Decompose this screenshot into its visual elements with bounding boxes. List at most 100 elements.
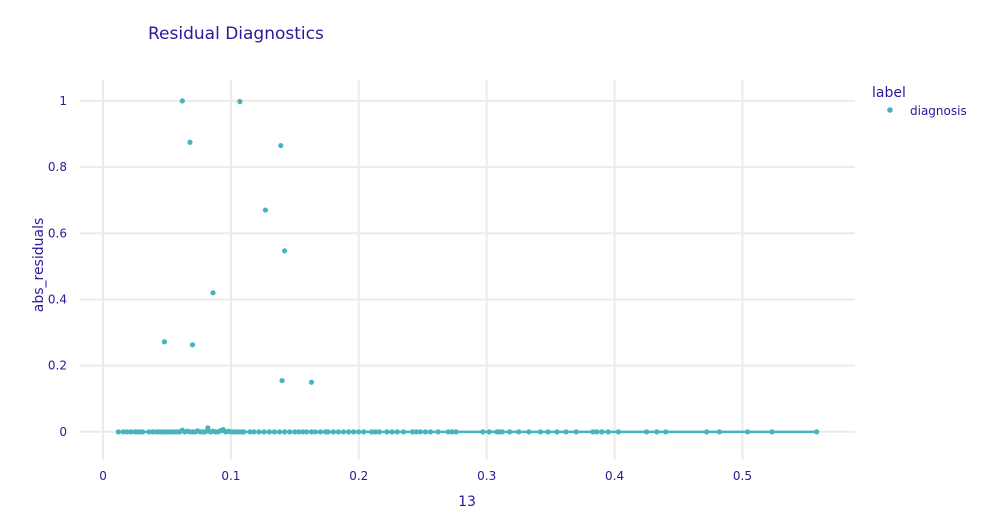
data-point[interactable] [146, 429, 152, 435]
legend-item-label: diagnosis [910, 104, 967, 118]
data-point[interactable] [417, 429, 423, 435]
data-point[interactable] [345, 429, 352, 435]
data-point[interactable] [312, 429, 318, 435]
data-point[interactable] [179, 98, 185, 104]
data-point[interactable] [115, 429, 121, 435]
x-tick-label: 0 [99, 469, 107, 483]
data-point[interactable] [189, 342, 196, 348]
data-point[interactable] [128, 429, 134, 435]
data-point[interactable] [261, 429, 267, 435]
data-point[interactable] [537, 429, 543, 435]
data-point[interactable] [325, 429, 331, 435]
data-point[interactable] [202, 429, 208, 435]
data-point[interactable] [237, 98, 243, 105]
data-point[interactable] [814, 429, 820, 435]
data-point[interactable] [409, 429, 416, 435]
data-point[interactable] [384, 429, 390, 435]
data-point[interactable] [287, 429, 293, 435]
data-point[interactable] [372, 429, 379, 435]
data-point[interactable] [140, 429, 146, 435]
y-tick-label: 0.2 [48, 359, 67, 373]
data-point[interactable] [480, 429, 486, 435]
data-point[interactable] [427, 429, 434, 435]
data-point[interactable] [276, 429, 283, 435]
data-point[interactable] [615, 429, 622, 435]
data-point[interactable] [400, 429, 407, 435]
data-point[interactable] [716, 429, 723, 435]
data-point[interactable] [187, 139, 193, 145]
data-point[interactable] [205, 425, 211, 431]
legend-item-diagnosis[interactable]: diagnosis [887, 104, 967, 118]
data-point[interactable] [299, 429, 306, 435]
data-point[interactable] [241, 429, 247, 435]
y-tick-label: 0.8 [48, 160, 67, 174]
data-point[interactable] [643, 429, 650, 435]
y-tick-label: 0.4 [48, 292, 67, 306]
data-point[interactable] [361, 429, 367, 435]
data-point[interactable] [303, 429, 309, 435]
data-point[interactable] [317, 429, 324, 435]
data-point[interactable] [292, 429, 298, 435]
data-point[interactable] [356, 429, 362, 435]
data-point[interactable] [161, 339, 168, 345]
data-point[interactable] [769, 429, 775, 435]
y-tick-label: 0.6 [48, 226, 67, 240]
data-point[interactable] [744, 429, 751, 435]
x-tick-label: 0.1 [221, 469, 240, 483]
data-point[interactable] [590, 429, 596, 435]
data-point[interactable] [150, 429, 156, 435]
data-point[interactable] [663, 429, 669, 435]
data-point[interactable] [422, 429, 428, 435]
data-point[interactable] [340, 429, 347, 435]
data-point[interactable] [435, 429, 441, 435]
data-point[interactable] [594, 429, 600, 435]
data-point[interactable] [486, 429, 492, 435]
x-axis-label: 13 [458, 494, 476, 510]
data-point[interactable] [563, 429, 569, 435]
data-point[interactable] [251, 429, 257, 435]
data-point[interactable] [271, 429, 277, 435]
data-point[interactable] [545, 429, 551, 435]
data-point[interactable] [599, 429, 605, 435]
data-point[interactable] [335, 429, 341, 435]
data-point[interactable] [351, 429, 357, 435]
data-point[interactable] [516, 429, 522, 435]
data-point[interactable] [120, 429, 127, 435]
data-point[interactable] [210, 290, 216, 296]
data-point[interactable] [389, 429, 395, 435]
y-tick-labels: 0 0.2 0.4 0.6 0.8 1 [48, 94, 67, 439]
data-point[interactable] [279, 377, 285, 384]
data-point[interactable] [449, 429, 455, 435]
data-point[interactable] [308, 379, 315, 385]
data-point[interactable] [296, 429, 302, 435]
data-point[interactable] [262, 207, 269, 213]
data-point[interactable] [368, 429, 375, 435]
data-point[interactable] [124, 429, 130, 435]
data-point[interactable] [507, 429, 513, 435]
data-point[interactable] [704, 429, 710, 435]
data-point[interactable] [605, 429, 611, 435]
data-point[interactable] [499, 429, 505, 435]
data-point[interactable] [654, 429, 660, 435]
data-point[interactable] [278, 142, 284, 149]
data-point[interactable] [256, 429, 262, 435]
points-layer [115, 98, 820, 435]
data-point[interactable] [282, 429, 288, 435]
data-point[interactable] [453, 429, 459, 435]
data-point[interactable] [266, 429, 272, 435]
data-point[interactable] [308, 429, 315, 435]
data-point[interactable] [554, 429, 560, 435]
data-point[interactable] [413, 429, 419, 435]
data-point[interactable] [330, 429, 336, 435]
data-point[interactable] [376, 429, 382, 435]
data-point[interactable] [282, 248, 288, 254]
data-point[interactable] [445, 429, 451, 435]
data-point[interactable] [526, 429, 532, 435]
x-tick-label: 0.2 [349, 469, 368, 483]
data-point[interactable] [573, 429, 579, 435]
data-point[interactable] [247, 429, 253, 435]
data-point[interactable] [394, 429, 400, 435]
x-tick-labels: 0 0.1 0.2 0.3 0.4 0.5 [99, 469, 752, 483]
